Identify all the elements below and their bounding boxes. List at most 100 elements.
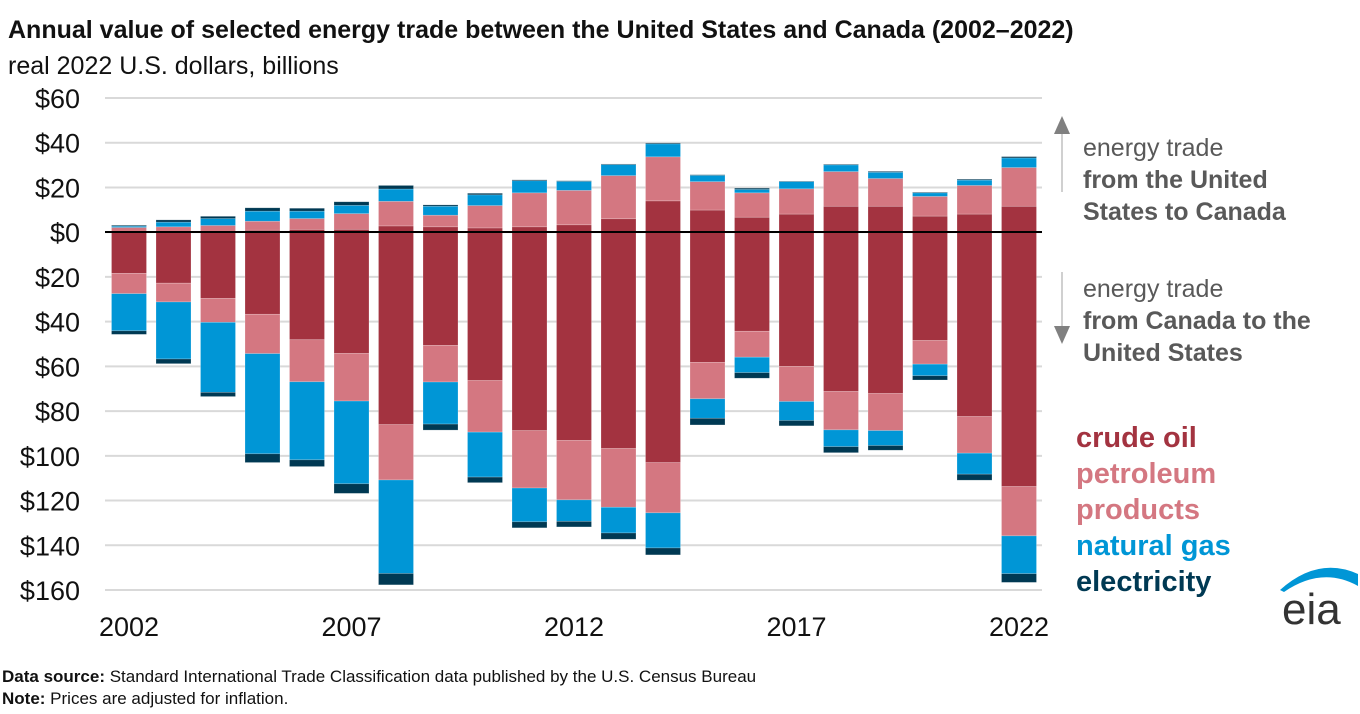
bar-petroleum-products-export-2012 — [556, 190, 592, 226]
svg-text:eia: eia — [1282, 585, 1341, 632]
annotation-line: from Canada to the — [1083, 307, 1311, 335]
bar-petroleum-products-import-2005 — [244, 313, 281, 354]
bar-natural-gas-import-2005 — [244, 353, 281, 455]
bar-electricity-import-2004 — [200, 392, 236, 397]
bar-crude-oil-import-2010 — [467, 231, 503, 381]
bar-petroleum-products-export-2022 — [1001, 167, 1037, 207]
bar-natural-gas-export-2013 — [600, 164, 637, 176]
bar-petroleum-products-export-2009 — [422, 214, 459, 228]
bar-petroleum-products-import-2009 — [422, 345, 459, 383]
bar-electricity-export-2005 — [244, 207, 281, 212]
y-tick-label: $80 — [35, 397, 80, 427]
y-tick-label: $60 — [35, 352, 80, 382]
bar-electricity-import-2002 — [111, 330, 147, 335]
bar-crude-oil-import-2013 — [600, 231, 637, 449]
bar-natural-gas-export-2016 — [734, 189, 770, 194]
bar-natural-gas-export-2012 — [556, 181, 592, 191]
bar-electricity-export-2004 — [200, 216, 236, 219]
bar-crude-oil-import-2012 — [556, 231, 592, 441]
bar-natural-gas-export-2020 — [912, 192, 948, 197]
bars — [111, 142, 1037, 586]
y-tick-label: $100 — [20, 442, 80, 472]
bar-crude-oil-import-2011 — [511, 231, 548, 431]
bar-natural-gas-export-2005 — [244, 210, 281, 222]
bar-electricity-export-2018 — [823, 163, 859, 166]
bar-natural-gas-export-2008 — [378, 188, 414, 202]
bar-crude-oil-export-2015 — [689, 209, 726, 233]
bar-natural-gas-import-2007 — [333, 400, 370, 485]
bar-crude-oil-export-2014 — [645, 200, 681, 233]
y-tick-label: $160 — [20, 576, 80, 606]
bar-petroleum-products-import-2016 — [734, 330, 770, 358]
bar-petroleum-products-export-2020 — [912, 196, 948, 217]
annotation-line: from the United — [1083, 166, 1268, 194]
bar-natural-gas-export-2011 — [511, 180, 548, 194]
bar-petroleum-products-export-2007 — [333, 213, 370, 230]
bar-petroleum-products-export-2015 — [689, 181, 726, 211]
bar-natural-gas-import-2010 — [467, 431, 503, 478]
chart-subtitle: real 2022 U.S. dollars, billions — [8, 52, 339, 80]
annotation-line: energy trade — [1083, 134, 1224, 162]
bar-electricity-export-2013 — [600, 163, 637, 165]
bar-electricity-export-2011 — [511, 179, 548, 182]
bar-crude-oil-export-2013 — [600, 218, 637, 233]
bar-natural-gas-export-2003 — [155, 221, 192, 228]
bar-electricity-export-2021 — [956, 178, 993, 181]
bar-crude-oil-import-2019 — [867, 231, 904, 394]
bar-electricity-export-2002 — [111, 224, 147, 227]
bar-petroleum-products-export-2019 — [867, 178, 904, 207]
bar-natural-gas-import-2003 — [155, 301, 192, 360]
bar-electricity-import-2010 — [467, 476, 503, 483]
bar-crude-oil-import-2002 — [111, 231, 147, 274]
bar-electricity-import-2017 — [778, 420, 815, 427]
bar-crude-oil-import-2021 — [956, 231, 993, 417]
bar-electricity-import-2011 — [511, 521, 548, 529]
bar-natural-gas-import-2018 — [823, 429, 859, 447]
bar-electricity-export-2007 — [333, 201, 370, 206]
annotation-canada-to-us: energy trade from Canada to the United S… — [1083, 273, 1311, 369]
bar-crude-oil-import-2016 — [734, 231, 770, 332]
bar-natural-gas-import-2002 — [111, 293, 147, 332]
bar-electricity-import-2021 — [956, 473, 993, 481]
legend-petroleum-products-1: petroleum — [1076, 458, 1217, 490]
bar-electricity-export-2006 — [289, 207, 325, 212]
bar-petroleum-products-import-2002 — [111, 273, 147, 294]
bar-natural-gas-export-2021 — [956, 179, 993, 186]
data-source-text: Standard International Trade Classificat… — [104, 667, 757, 686]
bar-petroleum-products-export-2005 — [244, 220, 281, 231]
bar-electricity-export-2009 — [422, 204, 459, 207]
bar-petroleum-products-export-2013 — [600, 175, 637, 220]
arrow-up-icon — [1054, 116, 1070, 192]
bar-electricity-import-2013 — [600, 532, 637, 540]
bar-natural-gas-import-2006 — [289, 381, 325, 461]
x-tick-label: 2012 — [544, 612, 604, 642]
legend-crude-oil: crude oil — [1076, 422, 1197, 454]
bar-electricity-export-2020 — [912, 191, 948, 194]
bar-natural-gas-import-2013 — [600, 506, 637, 534]
legend-natural-gas: natural gas — [1076, 530, 1231, 562]
legend-petroleum-products-2: products — [1076, 494, 1201, 526]
bar-crude-oil-export-2018 — [823, 205, 859, 233]
data-source-note: Data source: Standard International Trad… — [2, 666, 756, 688]
bar-electricity-import-2014 — [645, 547, 681, 556]
bar-electricity-export-2016 — [734, 187, 770, 190]
bar-petroleum-products-import-2004 — [200, 298, 236, 323]
bar-natural-gas-import-2019 — [867, 430, 904, 446]
x-tick-label: 2017 — [766, 612, 826, 642]
x-tick-label: 2022 — [989, 612, 1049, 642]
y-tick-label: $120 — [20, 487, 80, 517]
y-tick-label: $0 — [50, 218, 80, 248]
bar-electricity-import-2019 — [867, 445, 904, 451]
bar-natural-gas-export-2018 — [823, 164, 859, 172]
bar-natural-gas-import-2012 — [556, 499, 592, 522]
bar-crude-oil-import-2022 — [1001, 231, 1037, 487]
bar-electricity-export-2008 — [378, 185, 414, 190]
bar-crude-oil-export-2021 — [956, 213, 993, 233]
bar-electricity-export-2003 — [155, 219, 192, 223]
bar-petroleum-products-export-2016 — [734, 192, 770, 218]
x-tick-label: 2007 — [321, 612, 381, 642]
bar-petroleum-products-import-2014 — [645, 462, 681, 514]
bar-natural-gas-export-2009 — [422, 205, 459, 216]
bar-natural-gas-import-2009 — [422, 381, 459, 425]
bar-electricity-import-2018 — [823, 446, 859, 453]
